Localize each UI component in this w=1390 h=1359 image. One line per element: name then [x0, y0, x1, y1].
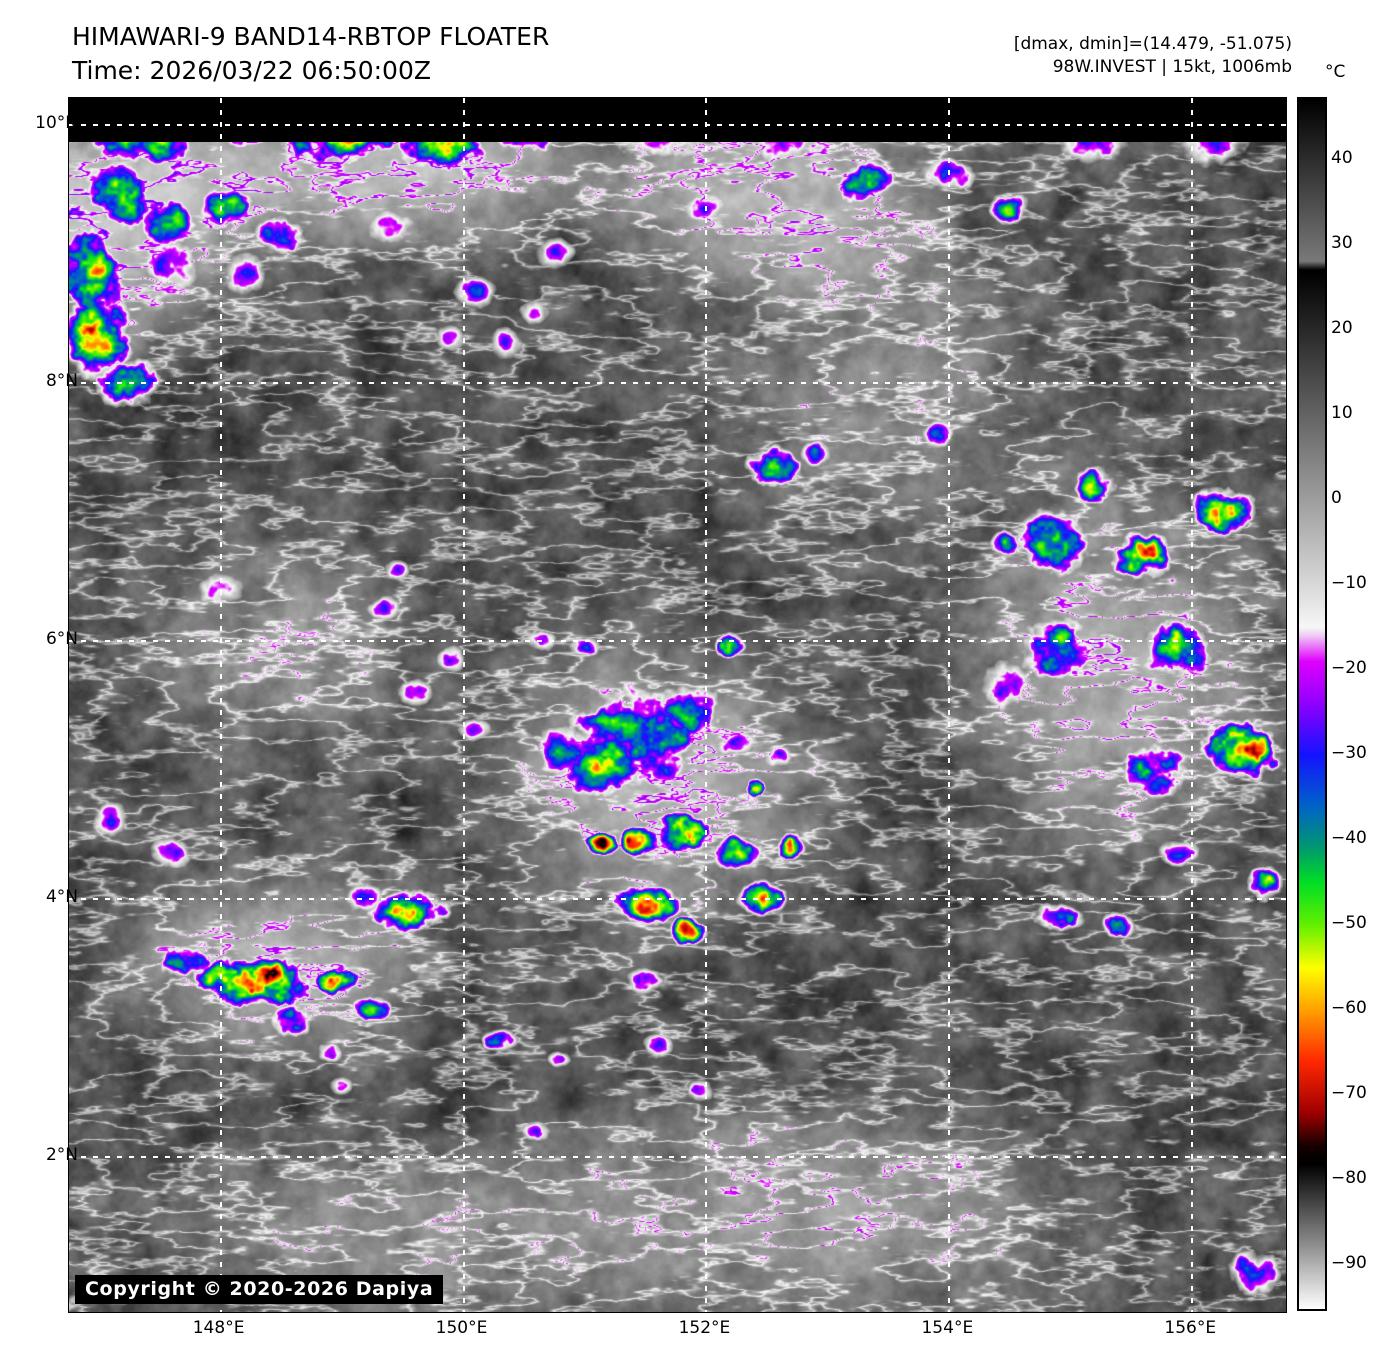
colorbar-tick-label: 10	[1331, 403, 1353, 424]
gridline-lon	[1191, 98, 1194, 1312]
colorbar-tick-label: −70	[1331, 1082, 1367, 1103]
page-title: HIMAWARI-9 BAND14-RBTOP FLOATER	[72, 22, 550, 51]
colorbar-tick-label: −20	[1331, 658, 1367, 679]
longitude-tick-label: 150°E	[435, 1318, 488, 1338]
colorbar-tick-label: 30	[1331, 233, 1353, 254]
colorbar-tick-label: 40	[1331, 148, 1353, 169]
temperature-colorbar	[1297, 97, 1327, 1311]
longitude-tick-label: 154°E	[921, 1318, 974, 1338]
gridline-lon	[705, 98, 708, 1312]
colorbar-gradient	[1299, 99, 1325, 1309]
colorbar-tick-label: −10	[1331, 573, 1367, 594]
colorbar-tick-label: 20	[1331, 318, 1353, 339]
title-block: HIMAWARI-9 BAND14-RBTOP FLOATER Time: 20…	[72, 20, 549, 88]
gridline-lat	[69, 381, 1286, 384]
longitude-tick-label: 152°E	[678, 1318, 731, 1338]
gridline-lon	[948, 98, 951, 1312]
latitude-tick-label: 10°N	[35, 112, 78, 133]
gridline-lon	[219, 98, 222, 1312]
latitude-tick-label: 4°N	[45, 886, 78, 907]
gridline-lat	[69, 897, 1286, 900]
satellite-imagery-canvas	[69, 98, 1286, 1312]
latitude-tick-label: 8°N	[45, 370, 78, 391]
colorbar-tick-label: −40	[1331, 827, 1367, 848]
gridline-lat	[69, 639, 1286, 642]
colorbar-tick-label: 0	[1331, 488, 1342, 509]
longitude-tick-label: 156°E	[1164, 1318, 1217, 1338]
latitude-tick-label: 2°N	[45, 1144, 78, 1165]
colorbar-tick-label: −60	[1331, 997, 1367, 1018]
image-top-black-band	[69, 98, 1286, 142]
colorbar-tick-label: −90	[1331, 1252, 1367, 1273]
metadata-block: [dmax, dmin]=(14.479, -51.075) 98W.INVES…	[1014, 33, 1292, 79]
gridline-lat	[69, 123, 1286, 126]
storm-info-label: 98W.INVEST | 15kt, 1006mb	[1052, 57, 1292, 77]
copyright-badge: Copyright © 2020-2026 Dapiya	[75, 1275, 444, 1304]
colorbar-tick-label: −80	[1331, 1167, 1367, 1188]
gridline-lat	[69, 1155, 1286, 1158]
satellite-image-plot[interactable]: Copyright © 2020-2026 Dapiya	[68, 97, 1287, 1313]
gridline-lon	[462, 98, 465, 1312]
timestamp-label: Time: 2026/03/22 06:50:00Z	[72, 56, 431, 85]
colorbar-tick-label: −30	[1331, 742, 1367, 763]
colorbar-tick-label: −50	[1331, 912, 1367, 933]
longitude-tick-label: 148°E	[192, 1318, 245, 1338]
colorbar-unit-label: °C	[1325, 62, 1346, 82]
dmax-dmin-label: [dmax, dmin]=(14.479, -51.075)	[1013, 34, 1292, 54]
latitude-tick-label: 6°N	[45, 628, 78, 649]
